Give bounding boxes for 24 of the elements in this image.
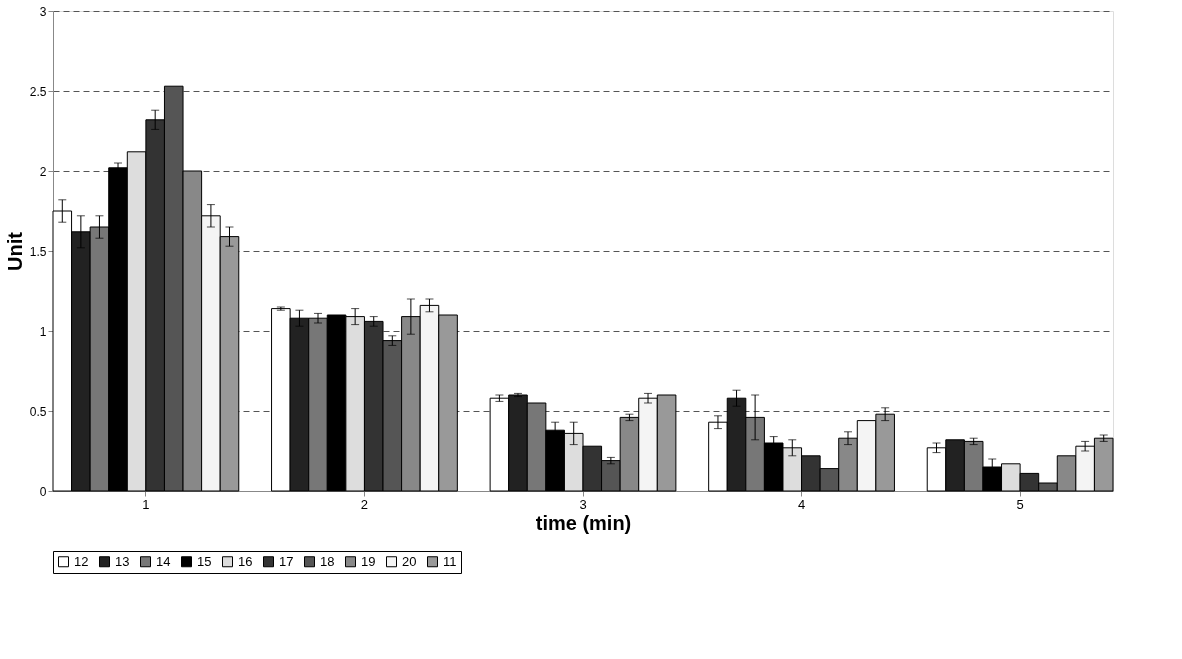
y-tick-label: 3: [39, 4, 47, 19]
x-tick-label: 3: [579, 496, 587, 512]
x-tick-label: 2: [360, 496, 369, 512]
legend-label: 14: [156, 553, 171, 569]
legend-label: 13: [115, 553, 130, 569]
y-tick-label: 0: [39, 484, 47, 499]
y-axis-title: Unit: [3, 231, 26, 271]
legend-label: 11: [443, 553, 457, 569]
legend-label: 17: [279, 553, 294, 569]
legend-label: 18: [320, 553, 335, 569]
x-tick-label: 5: [1016, 496, 1024, 512]
x-tick-label: 1: [142, 496, 150, 512]
legend-label: 19: [361, 553, 376, 569]
y-tick-label: 1.5: [29, 244, 47, 259]
x-tick-label: 4: [797, 496, 806, 512]
y-tick-label: 2.5: [29, 84, 47, 99]
legend-label: 20: [402, 553, 417, 569]
x-axis-title: time (min): [535, 511, 632, 534]
y-tick-label: 0.5: [29, 404, 47, 419]
y-tick-label: 1: [39, 324, 47, 339]
legend-label: 12: [74, 553, 89, 569]
legend-label: 16: [238, 553, 253, 569]
y-tick-label: 2: [39, 164, 47, 179]
legend-label: 15: [197, 553, 212, 569]
